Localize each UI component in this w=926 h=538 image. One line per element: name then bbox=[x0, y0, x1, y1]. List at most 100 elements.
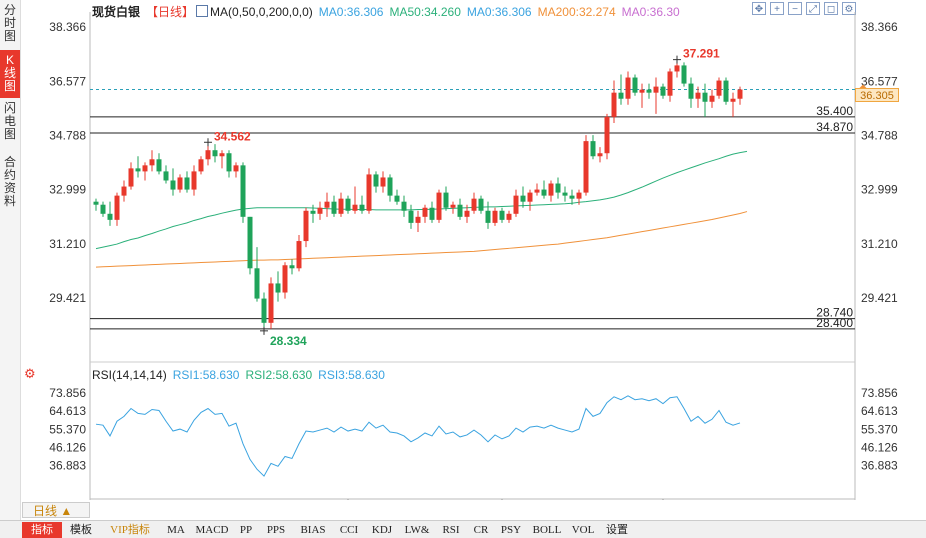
candle-body bbox=[331, 201, 337, 214]
candle-body bbox=[247, 216, 253, 269]
candle-body bbox=[163, 171, 169, 181]
tab-timeshare-label: 分时图 bbox=[3, 3, 16, 43]
indicator-tab[interactable]: 指标 bbox=[22, 522, 62, 538]
y-tick-label-left: 36.577 bbox=[49, 74, 86, 88]
candle-body bbox=[611, 92, 617, 117]
candle-body bbox=[597, 153, 603, 157]
indicator-tab[interactable]: BIAS bbox=[300, 524, 326, 536]
expand-icon[interactable]: ◻ bbox=[824, 2, 838, 15]
tab-contract-info[interactable]: 合约资料 bbox=[0, 156, 20, 212]
candle-body bbox=[576, 192, 582, 199]
ma50-line bbox=[95, 150, 748, 250]
zoom-in-icon[interactable]: + bbox=[770, 2, 784, 15]
candle-body bbox=[527, 192, 533, 202]
settings-icon[interactable]: ⚙ bbox=[842, 2, 856, 15]
indicator-tab[interactable]: RSI bbox=[442, 524, 460, 536]
candle-body bbox=[303, 210, 309, 242]
indicator-tab[interactable]: KDJ bbox=[371, 524, 393, 536]
indicator-tab[interactable]: CR bbox=[473, 524, 489, 536]
candle-body bbox=[149, 159, 155, 166]
candle-body bbox=[121, 186, 127, 196]
candle-body bbox=[464, 210, 470, 217]
indicator-tab[interactable]: BOLL bbox=[532, 524, 562, 536]
indicator-tab[interactable]: 模板 bbox=[70, 524, 92, 536]
candle-body bbox=[583, 141, 589, 193]
candle-body bbox=[730, 98, 736, 102]
candle-body bbox=[170, 180, 176, 190]
indicator-tab[interactable]: 设置 bbox=[606, 524, 628, 536]
candle-body bbox=[240, 165, 246, 217]
rsi-legend: RSI(14,14,14) RSI1:58.630 RSI2:58.630 RSI3:… bbox=[92, 368, 391, 382]
tab-lightning-label: 闪电图 bbox=[3, 101, 16, 141]
candle-body bbox=[338, 198, 344, 214]
rsi-tick-label-right: 55.370 bbox=[861, 422, 898, 436]
legend-ma0: MA0:36.306 bbox=[318, 5, 384, 19]
candle-body bbox=[324, 201, 330, 208]
tab-lightning[interactable]: 闪电图 bbox=[0, 102, 20, 142]
candle-body bbox=[114, 195, 120, 220]
rsi2-value: RSI2:58.630 bbox=[245, 368, 313, 382]
indicator-tab[interactable]: CCI bbox=[339, 524, 359, 536]
tab-timeshare[interactable]: 分时图 bbox=[0, 4, 20, 44]
chart-canvas[interactable]: 38.366 38.366 36.577 36.577 34.788 34.788 32.9… bbox=[0, 0, 926, 500]
candle-body bbox=[499, 210, 505, 220]
candle-body bbox=[394, 195, 400, 202]
indicator-tab[interactable]: VIP指标 bbox=[110, 524, 150, 536]
fullscreen-icon[interactable]: ⤢ bbox=[806, 2, 820, 15]
legend-settings-icon[interactable] bbox=[196, 5, 209, 17]
candle-body bbox=[450, 204, 456, 208]
rsi-tick-label-left: 73.856 bbox=[49, 386, 86, 400]
candle-body bbox=[590, 141, 596, 157]
y-tick-label-left: 38.366 bbox=[49, 20, 86, 34]
price-annotation: 37.291 bbox=[683, 47, 720, 61]
tab-kline[interactable]: K线图 bbox=[0, 50, 20, 98]
candle-body bbox=[737, 89, 743, 99]
legend-ma0c: MA0:36.30 bbox=[621, 5, 680, 19]
indicator-tab[interactable]: LW& bbox=[404, 524, 430, 536]
legend-ma0b: MA0:36.306 bbox=[466, 5, 532, 19]
legend-ma50: MA50:34.260 bbox=[389, 5, 461, 19]
candle-body bbox=[296, 241, 302, 269]
candle-body bbox=[541, 189, 547, 196]
indicator-tab[interactable]: PP bbox=[239, 524, 253, 536]
price-legend: 现货白银 【日线】 MA(0,50,0,200,0,0) MA0:36.306 MA50… bbox=[92, 3, 686, 20]
indicator-tab[interactable]: VOL bbox=[571, 524, 595, 536]
candle-body bbox=[723, 80, 729, 102]
indicator-tab[interactable]: PPS bbox=[266, 524, 286, 536]
ma200-line bbox=[95, 211, 748, 268]
indicator-tab[interactable]: MACD bbox=[195, 524, 229, 536]
candle-body bbox=[359, 204, 365, 211]
y-tick-label-right: 38.366 bbox=[861, 20, 898, 34]
candle-body bbox=[674, 65, 680, 72]
candle-body bbox=[135, 168, 141, 172]
candle-body bbox=[408, 210, 414, 223]
candle-body bbox=[548, 183, 554, 196]
candle-body bbox=[310, 210, 316, 214]
price-annotation: 28.334 bbox=[270, 334, 307, 348]
indicator-tab[interactable]: MA bbox=[167, 524, 185, 536]
candle-body bbox=[604, 116, 610, 154]
candle-body bbox=[387, 177, 393, 196]
candle-body bbox=[562, 192, 568, 196]
y-tick-label-right: 36.577 bbox=[861, 74, 898, 88]
candle-body bbox=[282, 265, 288, 293]
candle-body bbox=[275, 283, 281, 293]
period-selector-button[interactable]: 日线 ▲ bbox=[22, 502, 90, 518]
candle-body bbox=[191, 171, 197, 190]
candle-body bbox=[128, 168, 134, 187]
candle-body bbox=[506, 213, 512, 220]
candle-body bbox=[345, 198, 351, 211]
candle-body bbox=[93, 201, 99, 205]
candle-body bbox=[212, 150, 218, 157]
candle-body bbox=[142, 165, 148, 172]
indicator-tab[interactable]: PSY bbox=[500, 524, 522, 536]
crosshair-icon[interactable]: ✥ bbox=[752, 2, 766, 15]
candle-body bbox=[534, 189, 540, 193]
rsi-tick-label-left: 64.613 bbox=[49, 404, 86, 418]
rsi3-value: RSI3:58.630 bbox=[318, 368, 385, 382]
candle-body bbox=[107, 213, 113, 220]
candle-body bbox=[268, 283, 274, 323]
zoom-out-icon[interactable]: − bbox=[788, 2, 802, 15]
candle-body bbox=[254, 268, 260, 299]
y-tick-label-left: 31.210 bbox=[49, 237, 86, 251]
